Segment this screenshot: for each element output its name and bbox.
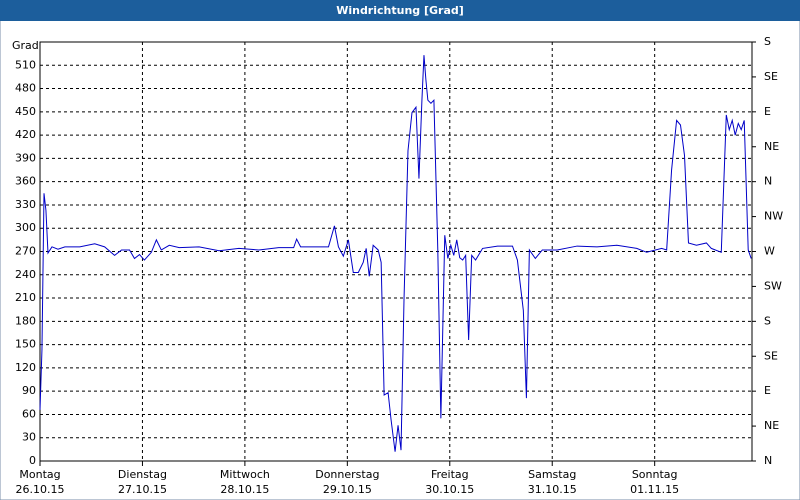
y-tick-label: 300 bbox=[15, 221, 36, 234]
y2-tick-label: N bbox=[764, 175, 772, 188]
x-tick-label: Sonntag bbox=[632, 468, 678, 481]
y-tick-label: 510 bbox=[15, 58, 36, 71]
x-tick-label: 31.10.15 bbox=[528, 483, 577, 496]
y2-tick-label: S bbox=[764, 35, 771, 48]
plot-frame bbox=[39, 41, 753, 462]
y-tick-label: 30 bbox=[22, 431, 36, 444]
y2-tick-label: SW bbox=[764, 279, 782, 292]
x-tick-label: 30.10.15 bbox=[425, 483, 474, 496]
title-bar bbox=[0, 0, 800, 21]
y-tick-label: 210 bbox=[15, 291, 36, 304]
y2-tick-label: N bbox=[764, 454, 772, 467]
y2-tick-label: E bbox=[764, 105, 771, 118]
y-tick-label: 0 bbox=[29, 454, 36, 467]
y-tick-label: 480 bbox=[15, 82, 36, 95]
x-tick-label: Montag bbox=[19, 468, 60, 481]
x-tick-label: 29.10.15 bbox=[323, 483, 372, 496]
y-tick-label: 420 bbox=[15, 128, 36, 141]
chart-title: Windrichtung [Grad] bbox=[336, 4, 464, 17]
x-tick-label: Dienstag bbox=[118, 468, 167, 481]
x-tick-label: 27.10.15 bbox=[118, 483, 167, 496]
y2-tick-label: NW bbox=[764, 210, 783, 223]
y-tick-label: 450 bbox=[15, 105, 36, 118]
x-tick-label: Donnerstag bbox=[315, 468, 379, 481]
y-tick-label: 390 bbox=[15, 151, 36, 164]
y2-tick-label: NE bbox=[764, 140, 779, 153]
x-tick-label: 26.10.15 bbox=[16, 483, 65, 496]
data-line bbox=[39, 55, 752, 452]
y-axis-label: Grad bbox=[12, 39, 39, 52]
x-tick-label: 28.10.15 bbox=[220, 483, 269, 496]
x-tick-label: 01.11.15 bbox=[630, 483, 679, 496]
y-tick-label: 90 bbox=[22, 384, 36, 397]
y-tick-label: 120 bbox=[15, 361, 36, 374]
y-tick-label: 330 bbox=[15, 198, 36, 211]
x-tick-label: Mittwoch bbox=[220, 468, 270, 481]
y2-tick-label: SE bbox=[764, 70, 778, 83]
y2-tick-label: S bbox=[764, 314, 771, 327]
y2-tick-label: W bbox=[764, 245, 775, 258]
y-tick-label: 360 bbox=[15, 175, 36, 188]
y-tick-label: 270 bbox=[15, 245, 36, 258]
y2-tick-label: SE bbox=[764, 349, 778, 362]
y2-tick-label: E bbox=[764, 384, 771, 397]
y-tick-label: 60 bbox=[22, 407, 36, 420]
y-tick-label: 180 bbox=[15, 314, 36, 327]
x-tick-label: Samstag bbox=[528, 468, 576, 481]
y-tick-label: 240 bbox=[15, 268, 36, 281]
y-tick-label: 150 bbox=[15, 338, 36, 351]
y2-tick-label: NE bbox=[764, 419, 779, 432]
x-tick-label: Freitag bbox=[431, 468, 469, 481]
